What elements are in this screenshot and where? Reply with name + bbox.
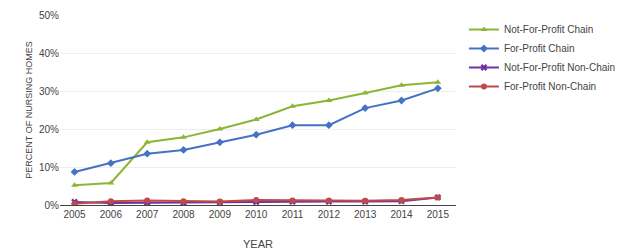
svg-text:0%: 0% bbox=[45, 200, 60, 211]
svg-text:50%: 50% bbox=[39, 10, 59, 21]
svg-text:2009: 2009 bbox=[209, 209, 232, 220]
svg-text:2007: 2007 bbox=[136, 209, 159, 220]
svg-text:10%: 10% bbox=[39, 162, 59, 173]
svg-text:2010: 2010 bbox=[245, 209, 268, 220]
svg-text:40%: 40% bbox=[39, 48, 59, 59]
svg-text:Not-For-Profit Chain: Not-For-Profit Chain bbox=[504, 24, 593, 35]
svg-text:2015: 2015 bbox=[427, 209, 450, 220]
svg-text:2008: 2008 bbox=[172, 209, 195, 220]
svg-text:20%: 20% bbox=[39, 124, 59, 135]
svg-text:For-Profit Chain: For-Profit Chain bbox=[504, 43, 575, 54]
svg-text:2006: 2006 bbox=[100, 209, 123, 220]
svg-text:30%: 30% bbox=[39, 86, 59, 97]
svg-text:2011: 2011 bbox=[282, 209, 304, 220]
svg-text:2014: 2014 bbox=[390, 209, 413, 220]
svg-text:PERCENT OF NURSING HOMES: PERCENT OF NURSING HOMES bbox=[24, 41, 34, 178]
svg-text:Not-For-Profit Non-Chain: Not-For-Profit Non-Chain bbox=[504, 62, 615, 73]
svg-text:YEAR: YEAR bbox=[243, 238, 273, 250]
svg-text:For-Profit Non-Chain: For-Profit Non-Chain bbox=[504, 81, 596, 92]
svg-text:2005: 2005 bbox=[63, 209, 86, 220]
svg-text:2012: 2012 bbox=[318, 209, 341, 220]
svg-text:2013: 2013 bbox=[354, 209, 377, 220]
